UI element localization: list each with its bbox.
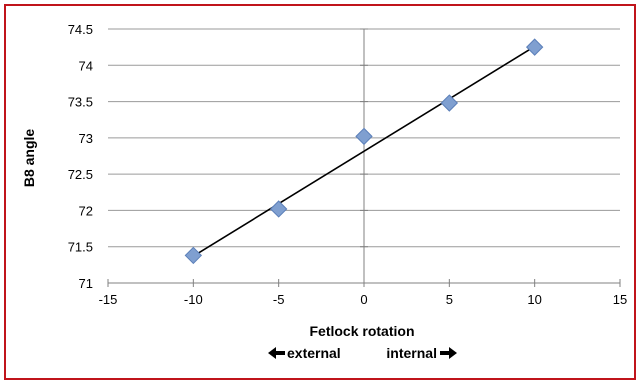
y-axis-title: B8 angle: [21, 129, 37, 188]
x-tick-label: -5: [273, 292, 285, 307]
y-tick-label: 71: [79, 276, 93, 291]
x-tick-label: 15: [613, 292, 627, 307]
y-tick-label: 72: [79, 203, 93, 218]
internal-annotation: internal: [386, 345, 457, 361]
data-point-marker: [355, 127, 373, 146]
y-tick-labels: 71 71.5 72 72.5 73 73.5 74 74.5: [68, 22, 93, 291]
data-point-marker: [269, 200, 288, 218]
y-tick-label: 74.5: [68, 22, 93, 37]
x-tick-label: 5: [446, 292, 453, 307]
y-tick-label: 73: [79, 131, 93, 146]
y-tick-label: 73.5: [68, 95, 93, 110]
x-tick-labels: -15 -10 -5 0 5 10 15: [99, 292, 628, 307]
data-points: [184, 38, 544, 265]
data-point-marker: [184, 246, 203, 265]
y-tick-label: 74: [79, 58, 93, 73]
axes: [107, 28, 621, 287]
x-tick-label: 10: [527, 292, 541, 307]
y-tick-label: 72.5: [68, 167, 93, 182]
left-arrow-icon: [268, 347, 285, 359]
internal-label: internal: [386, 345, 437, 361]
right-arrow-icon: [440, 347, 457, 359]
y-tick-label: 71.5: [68, 240, 93, 255]
data-point-marker: [440, 94, 459, 112]
x-tick-label: -10: [184, 292, 203, 307]
trendline: [192, 45, 536, 257]
chart-frame: [4, 4, 636, 380]
external-label: external: [287, 345, 341, 361]
trendline-layer: [192, 45, 536, 257]
x-tick-label: 0: [360, 292, 367, 307]
data-point-marker: [525, 38, 544, 56]
x-axis-title: Fetlock rotation: [309, 323, 414, 339]
external-annotation: external: [268, 345, 341, 361]
x-tick-label: -15: [99, 292, 118, 307]
